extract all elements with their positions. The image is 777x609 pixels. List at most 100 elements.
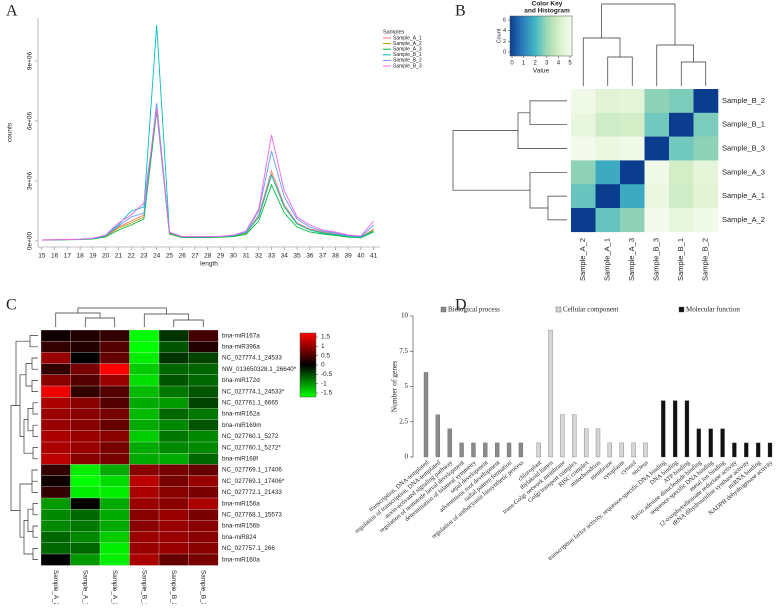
bar: [560, 414, 565, 458]
row-label: Sample_A_2: [722, 215, 765, 224]
heat-cell: [158, 542, 189, 555]
heat-cell: [188, 363, 219, 376]
x-axis-label: length: [200, 261, 218, 268]
column-label: Sample_A_1: [603, 238, 612, 281]
legend-label: Sample_B_3: [393, 63, 422, 69]
legend-label: Molecular function: [686, 306, 740, 314]
heat-cell: [693, 89, 719, 114]
heat-cell: [70, 464, 101, 477]
heat-cell: [669, 160, 694, 185]
heat-cell: [595, 184, 621, 209]
bar: [483, 442, 488, 458]
heat-cell: [70, 453, 101, 465]
series-line: [41, 104, 374, 241]
key-tick-label: 5: [568, 61, 572, 67]
heat-cell: [188, 464, 219, 477]
y-tick-label: 3e+06: [27, 171, 34, 190]
x-tick-label: 41: [370, 253, 378, 260]
heat-cell: [669, 89, 694, 114]
heat-cell: [129, 374, 160, 387]
heat-cell: [669, 112, 694, 137]
heat-cell: [99, 329, 130, 342]
heat-cell: [70, 397, 101, 409]
heat-cell: [40, 374, 71, 387]
bar: [471, 442, 476, 458]
heat-cell: [620, 160, 645, 185]
bar: [619, 442, 624, 458]
key-label: Value: [533, 68, 550, 75]
bar: [495, 442, 500, 458]
row-label: Sample_B_3: [722, 143, 765, 152]
series-line: [41, 102, 374, 241]
heat-cell: [644, 160, 670, 185]
heat-cell: [129, 363, 160, 376]
heat-cell: [70, 385, 101, 398]
x-tick-label: 33: [268, 253, 276, 260]
heat-cell: [188, 486, 219, 499]
key-tick-label: 2: [534, 61, 538, 67]
heat-cell: [620, 89, 645, 114]
row-label: NC_027760.1_5272: [222, 433, 279, 440]
heat-cell: [99, 553, 130, 566]
heat-cell: [99, 363, 130, 376]
row-label: NC_027772.1_21433: [222, 489, 282, 496]
legend-label: Sample_A_3: [393, 47, 422, 53]
heat-cell: [188, 329, 219, 342]
x-tick-label: 15: [38, 253, 46, 260]
hist-tick-label: 0: [503, 49, 506, 55]
hist-tick-label: 6: [503, 17, 506, 23]
heat-cell: [99, 374, 130, 387]
heat-cell: [188, 453, 219, 465]
y-tick-label: 9e+06: [27, 51, 34, 70]
x-tick-label: 31: [242, 253, 250, 260]
x-tick-label: 28: [204, 253, 212, 260]
heat-cell: [99, 397, 130, 409]
bar: [732, 442, 737, 458]
column-label: Sample_B_2: [701, 238, 710, 281]
column-label: Sample_A_3: [627, 238, 636, 281]
heat-cell: [99, 430, 130, 443]
bar: [459, 442, 464, 458]
heat-cell: [99, 509, 130, 521]
heat-cell: [188, 475, 219, 488]
bar: [518, 442, 524, 458]
x-tick-label: 30: [230, 253, 238, 260]
heat-cell: [188, 553, 219, 566]
heat-cell: [70, 329, 101, 342]
x-tick-label: 39: [344, 253, 352, 260]
heat-cell: [158, 408, 189, 421]
legend-label: Biological process: [448, 306, 500, 314]
x-tick-label: 16: [51, 253, 59, 260]
x-tick-label: 40: [357, 253, 365, 260]
heat-cell: [595, 208, 621, 233]
heat-cell: [99, 475, 130, 488]
heat-cell: [99, 341, 130, 353]
key-tick-label: 3: [545, 61, 549, 67]
heat-cell: [158, 464, 189, 477]
row-label: NC_027769.1_17406: [222, 467, 282, 474]
row-label: bna-miR396a: [222, 343, 260, 350]
key-tick-label: 0: [321, 362, 325, 369]
panel-label: B: [455, 3, 466, 20]
heat-cell: [188, 374, 219, 387]
bar: [607, 442, 613, 458]
legend-title: Samples: [383, 29, 405, 35]
heat-cell: [129, 397, 160, 409]
bar: [548, 329, 553, 458]
heat-cell: [40, 464, 71, 477]
heat-cell: [40, 553, 71, 566]
legend-swatch: [555, 306, 562, 313]
heat-cell: [129, 475, 160, 488]
y-tick-label: 0: [405, 453, 409, 461]
row-label: NC_027761.1_6665: [222, 399, 279, 406]
heat-cell: [70, 475, 101, 488]
heat-cell: [188, 341, 219, 353]
heat-cell: [571, 112, 596, 137]
heat-cell: [188, 531, 219, 544]
heat-cell: [644, 136, 670, 161]
heat-cell: [40, 352, 71, 365]
bar: [506, 442, 512, 458]
x-tick-label: 21: [115, 253, 123, 260]
y-tick-label: 7.5: [399, 347, 408, 355]
y-axis-label: Number of genes: [390, 361, 399, 413]
